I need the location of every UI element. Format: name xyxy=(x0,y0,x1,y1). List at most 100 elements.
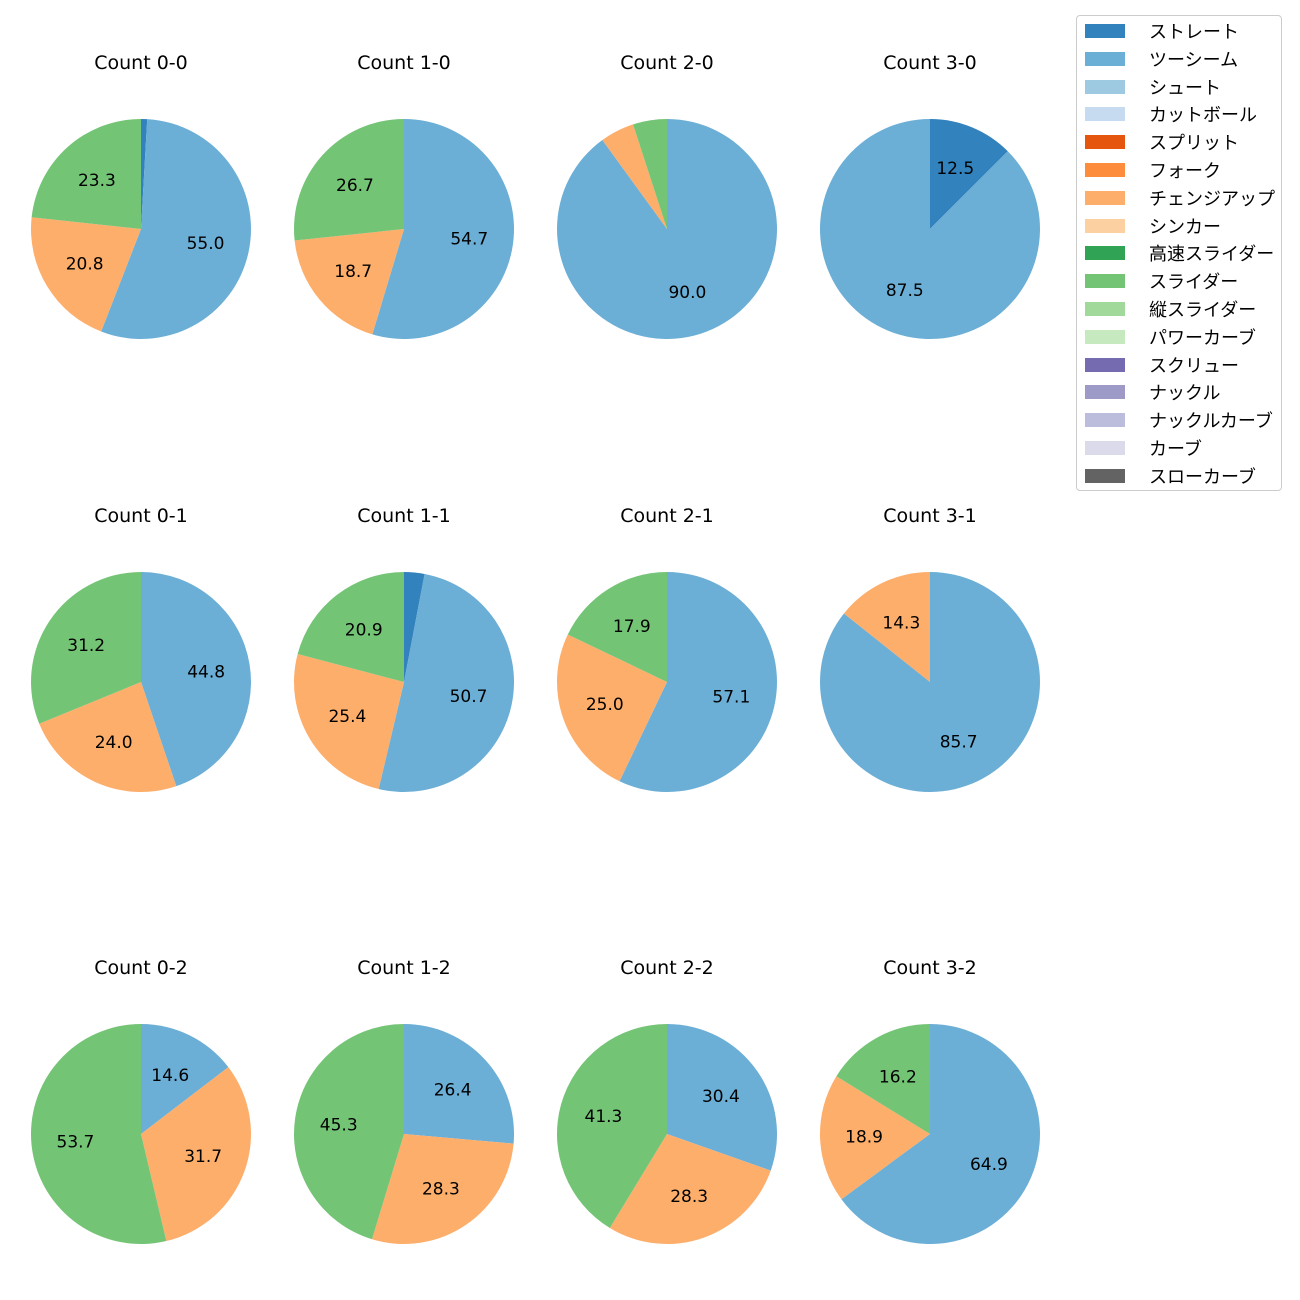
pie-charts-canvas: Count 0-0 55.0 20.8 23.3 Count 1-0 54.7 18.7 26… xyxy=(31,52,1041,1245)
legend-label: シュート xyxy=(1149,77,1221,99)
pie-chart: Count 2-0 90.0 xyxy=(557,52,778,339)
pie-slice xyxy=(930,119,1008,229)
slice-value-label: 20.8 xyxy=(66,254,104,274)
legend-swatch xyxy=(1085,441,1125,455)
pie-title: Count 2-1 xyxy=(620,505,714,527)
slice-value-label: 90.0 xyxy=(668,283,706,303)
pie-title: Count 3-2 xyxy=(883,957,977,979)
legend-item: パワーカーブ xyxy=(1085,326,1256,349)
slice-value-label: 55.0 xyxy=(187,234,225,254)
pie-title: Count 0-0 xyxy=(94,52,188,74)
slice-value-label: 50.7 xyxy=(450,687,488,707)
slice-value-label: 25.4 xyxy=(328,707,366,727)
legend-item: ストレート xyxy=(1085,20,1239,43)
legend-item: シュート xyxy=(1085,76,1221,99)
pie-slice xyxy=(141,1067,251,1242)
pie-slice xyxy=(141,1024,229,1134)
pie-slice xyxy=(609,1134,771,1244)
slice-value-label: 31.2 xyxy=(67,636,105,656)
pie-slice xyxy=(557,1024,667,1228)
pie-slice xyxy=(39,682,177,792)
legend-swatch xyxy=(1085,190,1125,205)
pie-slice xyxy=(404,572,425,682)
legend-swatch xyxy=(1085,107,1125,122)
pie-slice xyxy=(602,124,667,229)
slice-value-label: 45.3 xyxy=(320,1115,358,1135)
legend-label: シンカー xyxy=(1149,216,1221,238)
pie-slice xyxy=(633,119,667,229)
legend-item: スローカーブ xyxy=(1085,465,1256,488)
pie-slice xyxy=(619,572,777,792)
legend-label: ナックル xyxy=(1149,383,1221,405)
legend-swatch xyxy=(1085,385,1125,400)
slice-value-label: 18.7 xyxy=(334,262,372,282)
slice-value-label: 18.9 xyxy=(845,1128,883,1148)
pie-slice xyxy=(819,119,1040,339)
slice-value-label: 30.4 xyxy=(702,1087,740,1107)
pie-slice xyxy=(667,1024,777,1171)
legend-item: ナックル xyxy=(1085,381,1221,405)
legend-swatch xyxy=(1085,329,1125,344)
pie-slice xyxy=(378,573,515,793)
slice-value-label: 64.9 xyxy=(970,1155,1008,1175)
legend-swatch xyxy=(1085,24,1125,38)
pie-slice xyxy=(297,572,404,682)
pie-chart: Count 2-2 30.4 28.3 41.3 xyxy=(557,957,777,1244)
pie-slice xyxy=(141,119,148,229)
legend-swatch xyxy=(1085,357,1125,372)
slice-value-label: 17.9 xyxy=(613,617,651,637)
legend-label: チェンジアップ xyxy=(1149,188,1275,210)
legend-item: カットボール xyxy=(1085,103,1257,127)
slice-value-label: 57.1 xyxy=(712,688,750,708)
legend-label: ツーシーム xyxy=(1149,49,1239,71)
legend-item: シンカー xyxy=(1085,215,1221,238)
slice-value-label: 28.3 xyxy=(670,1187,708,1207)
legend-label: スローカーブ xyxy=(1149,466,1256,488)
legend-label: スクリュー xyxy=(1149,355,1239,377)
slice-value-label: 41.3 xyxy=(585,1107,623,1127)
legend-label: スライダー xyxy=(1149,272,1239,294)
pie-title: Count 1-1 xyxy=(357,505,451,527)
pie-slice xyxy=(101,119,251,339)
pie-slice xyxy=(372,119,514,339)
pie-slice xyxy=(820,1076,930,1200)
legend-swatch xyxy=(1085,274,1125,289)
legend-label: ナックルカーブ xyxy=(1149,411,1273,433)
slice-value-label: 24.0 xyxy=(95,733,133,753)
pie-title: Count 3-1 xyxy=(883,505,977,527)
slice-value-label: 44.8 xyxy=(187,662,225,682)
pie-slice xyxy=(31,572,141,724)
legend-label: スプリット xyxy=(1149,133,1239,155)
slice-value-label: 12.5 xyxy=(936,159,974,179)
legend-swatch xyxy=(1085,246,1125,261)
pie-chart: Count 0-1 44.8 24.0 31.2 xyxy=(31,505,251,792)
pie-title: Count 2-0 xyxy=(620,52,714,74)
slice-value-label: 25.0 xyxy=(586,695,624,715)
slice-value-label: 16.2 xyxy=(879,1067,917,1087)
pie-chart: Count 3-2 64.9 18.9 16.2 xyxy=(820,957,1041,1244)
pie-slice xyxy=(294,1024,404,1240)
pie-chart: Count 0-0 55.0 20.8 23.3 xyxy=(31,52,251,339)
pie-title: Count 1-2 xyxy=(357,957,451,979)
legend-item: フォーク xyxy=(1085,159,1221,182)
legend-label: フォーク xyxy=(1149,161,1221,182)
pie-chart: Count 1-1 50.7 25.4 20.9 xyxy=(294,505,515,793)
pie-chart: Count 2-1 57.1 25.0 17.9 xyxy=(556,505,777,792)
legend-swatch xyxy=(1085,163,1125,177)
slice-value-label: 54.7 xyxy=(450,230,488,250)
slice-value-label: 26.7 xyxy=(336,176,374,196)
legend-label: 高速スライダー xyxy=(1149,244,1275,266)
legend-label: カットボール xyxy=(1149,105,1257,127)
pie-slice xyxy=(567,572,667,682)
pie-slice xyxy=(294,229,404,335)
pie-chart: Count 0-2 14.6 31.7 53.7 xyxy=(31,957,251,1245)
legend-label: ストレート xyxy=(1149,22,1239,43)
legend-label: 縦スライダー xyxy=(1149,300,1257,321)
slice-value-label: 20.9 xyxy=(345,621,383,641)
legend-item: ツーシーム xyxy=(1085,48,1239,71)
pie-slice xyxy=(841,1024,1041,1244)
slice-value-label: 31.7 xyxy=(184,1147,222,1167)
pie-slice xyxy=(31,217,142,332)
pie-title: Count 0-1 xyxy=(94,505,188,527)
legend-item: スライダー xyxy=(1085,270,1239,294)
